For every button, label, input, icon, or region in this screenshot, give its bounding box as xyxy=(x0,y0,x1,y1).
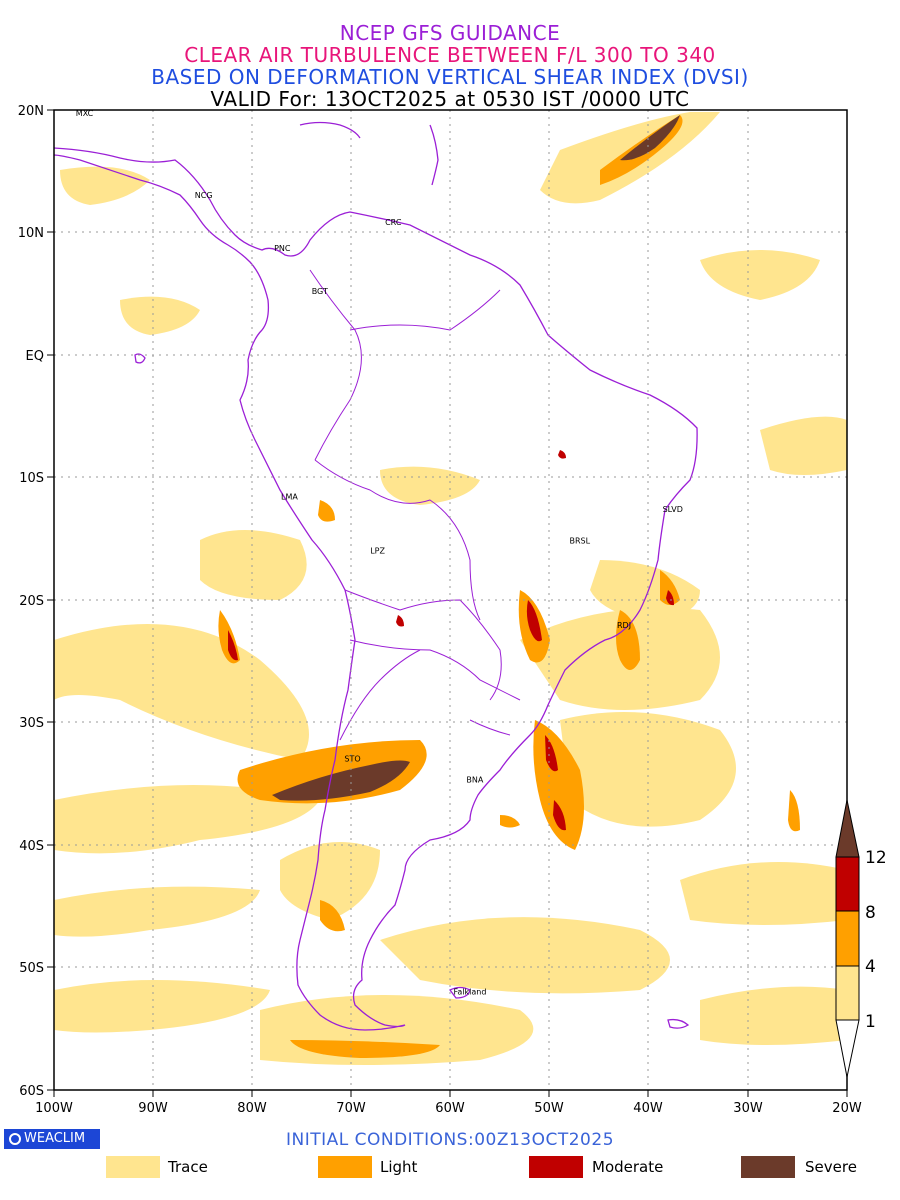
borders xyxy=(309,269,521,741)
lon-label: 50W xyxy=(534,1101,564,1116)
lon-label: 90W xyxy=(138,1101,168,1116)
title-line-2: CLEAR AIR TURBULENCE BETWEEN F/L 300 TO … xyxy=(184,43,716,67)
legend-label: Light xyxy=(380,1158,418,1176)
colorbar-ticks: 12 8 4 1 xyxy=(865,848,887,1032)
city-label: LMA xyxy=(281,493,298,502)
lat-label: EQ xyxy=(26,349,44,364)
lon-label: 60W xyxy=(435,1101,465,1116)
colorbar-trace xyxy=(835,965,860,1021)
lon-label: 30W xyxy=(733,1101,763,1116)
city-label: MXC xyxy=(76,109,94,118)
lat-label: 60S xyxy=(19,1084,44,1099)
legend-label: Trace xyxy=(168,1158,208,1176)
city-label: LPZ xyxy=(370,547,385,556)
city-label: SLVD xyxy=(663,505,683,514)
lat-label: 30S xyxy=(19,716,44,731)
colorbar-none xyxy=(835,1019,860,1078)
initial-conditions: INITIAL CONDITIONS:00Z13OCT2025 xyxy=(285,1130,615,1150)
city-label: CRC xyxy=(385,218,402,227)
legend-label: Severe xyxy=(805,1158,857,1176)
moderate-areas xyxy=(228,450,674,831)
graticule xyxy=(54,110,847,1090)
colorbar-tick: 12 xyxy=(865,848,887,868)
legend-label: Moderate xyxy=(592,1158,664,1176)
logo-ring-icon xyxy=(9,1133,21,1145)
lat-label: 20S xyxy=(19,594,44,609)
lat-label: 50S xyxy=(19,961,44,976)
colorbar-tick: 4 xyxy=(865,957,876,977)
colorbar-tick: 1 xyxy=(865,1012,876,1032)
title-line-1: NCEP GFS GUIDANCE xyxy=(339,21,561,45)
colorbar xyxy=(835,799,860,1078)
legend-swatch xyxy=(741,1156,795,1178)
city-label: BRSL xyxy=(570,537,591,546)
latitude-labels: 20N 10N EQ 10S 20S 30S 40S 50S 60S xyxy=(18,104,44,1099)
lon-label: 80W xyxy=(237,1101,267,1116)
lat-label: 20N xyxy=(18,104,44,119)
lat-label: 10N xyxy=(18,226,44,241)
colorbar-severe xyxy=(835,799,860,858)
city-label: RDJ xyxy=(617,621,631,630)
lat-label: 40S xyxy=(19,839,44,854)
city-label: Falkland xyxy=(454,988,487,997)
colorbar-tick: 8 xyxy=(865,903,876,923)
city-label: STO xyxy=(344,755,360,764)
weaclim-logo: WEACLIM xyxy=(4,1129,100,1149)
city-label: PNC xyxy=(274,244,291,253)
city-label: BGT xyxy=(312,287,328,296)
city-label: BNA xyxy=(466,776,483,785)
city-label: NCG xyxy=(195,191,213,200)
lat-label: 10S xyxy=(19,471,44,486)
city-labels: MXC NCG PNC CRC BGT LMA LPZ BRSL SLVD RDJ STO BNA Fa… xyxy=(76,109,683,996)
colorbar-light xyxy=(835,910,860,967)
colorbar-moderate xyxy=(835,856,860,912)
coastlines xyxy=(54,121,698,1031)
lon-label: 100W xyxy=(35,1101,73,1116)
title-line-3: BASED ON DEFORMATION VERTICAL SHEAR INDE… xyxy=(151,65,749,89)
lon-label: 70W xyxy=(336,1101,366,1116)
severe-areas xyxy=(272,115,680,801)
lon-label: 20W xyxy=(832,1101,862,1116)
legend-swatch xyxy=(318,1156,372,1178)
logo-text: WEACLIM xyxy=(24,1131,86,1146)
legend-swatch xyxy=(106,1156,160,1178)
axis-ticks xyxy=(47,109,848,1097)
lon-label: 40W xyxy=(633,1101,663,1116)
longitude-labels: 100W 90W 80W 70W 60W 50W 40W 30W 20W xyxy=(35,1101,862,1116)
title-line-4: VALID For: 13OCT2025 at 0530 IST /0000 U… xyxy=(210,87,690,111)
legend-swatch xyxy=(529,1156,583,1178)
